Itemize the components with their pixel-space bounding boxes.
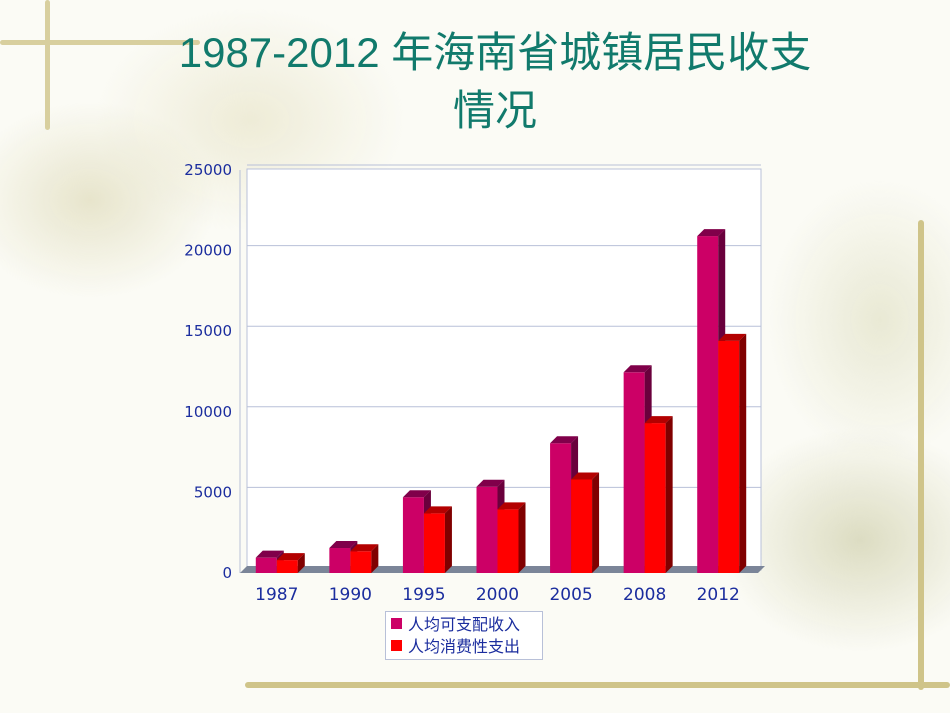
vine-decoration (918, 220, 924, 690)
vine-decoration (245, 682, 950, 688)
legend: 人均可支配收入 人均消费性支出 (385, 611, 543, 660)
x-tick-label: 2012 (697, 585, 740, 605)
x-tick-label: 2008 (623, 585, 666, 605)
bar-side (665, 416, 673, 573)
bar-top (476, 479, 505, 487)
bar-income (476, 486, 498, 573)
bar-side (297, 553, 305, 573)
y-tick-label: 5000 (194, 483, 232, 501)
bar-income (255, 557, 277, 573)
legend-swatch (391, 617, 402, 629)
bar-top (623, 365, 652, 373)
bar-side (739, 333, 747, 573)
x-tick-label: 2000 (476, 585, 519, 605)
bar-side (444, 506, 452, 573)
bar-income (623, 372, 645, 573)
bar-top (423, 506, 452, 514)
bar-expense (276, 560, 298, 573)
legend-item-expense: 人均消费性支出 (386, 634, 542, 656)
bar-side (592, 472, 600, 573)
y-tick-label: 20000 (184, 242, 232, 260)
chart-title: 1987-2012 年海南省城镇居民收支 (178, 29, 812, 76)
bar-expense (718, 340, 740, 573)
y-tick-label: 0 (222, 564, 232, 582)
bar-expense (571, 479, 593, 573)
bar-top (644, 416, 673, 424)
bar-income (402, 497, 424, 573)
bar-income (329, 548, 351, 573)
bar-income (697, 236, 719, 574)
vine-decoration (45, 0, 50, 130)
legend-label: 人均消费性支出 (408, 637, 521, 656)
y-tick-label: 25000 (184, 161, 232, 179)
vine-decoration (0, 40, 200, 45)
bar-income (550, 443, 572, 573)
x-tick-label: 1987 (255, 585, 298, 605)
bar-side (518, 502, 526, 573)
bar-top (350, 544, 379, 552)
bar-expense (644, 423, 666, 573)
x-tick-label: 1990 (329, 585, 372, 605)
bar-top (255, 550, 284, 558)
x-tick-label: 1995 (402, 585, 445, 605)
bar-top (571, 472, 600, 480)
legend-item-income: 人均可支配收入 (386, 612, 542, 634)
bar-expense (423, 513, 445, 573)
bar-top (718, 333, 747, 341)
y-tick-label: 15000 (184, 322, 232, 340)
y-tick-label: 10000 (184, 403, 232, 421)
bar-expense (350, 551, 372, 573)
bar-side (371, 544, 379, 573)
x-tick-label: 2005 (549, 585, 592, 605)
bar-top (402, 490, 431, 498)
bar-top (550, 436, 579, 444)
legend-swatch (391, 639, 402, 651)
legend-label: 人均可支配收入 (408, 615, 521, 634)
bar-expense (497, 509, 519, 573)
bar-top (497, 502, 526, 510)
bar-top (697, 229, 726, 237)
bar-top (276, 553, 305, 561)
bar-top (329, 541, 358, 549)
chart-title-line2: 情况 (452, 87, 537, 134)
